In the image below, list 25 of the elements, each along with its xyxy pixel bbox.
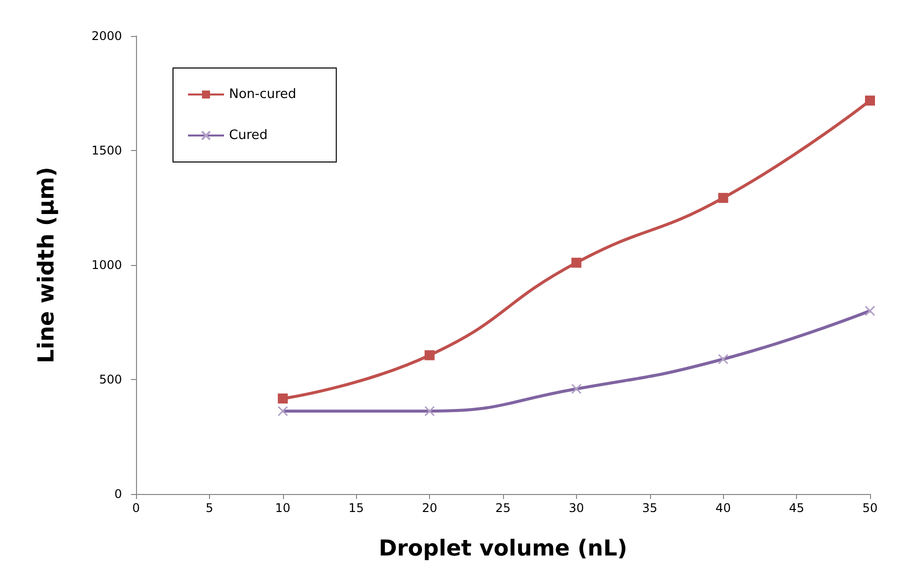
x-tick-label: 10 (275, 501, 290, 515)
point (571, 258, 582, 268)
x-tick-label: 20 (422, 501, 438, 515)
x-tick-label: 0 (132, 501, 140, 515)
x-tick-label: 5 (206, 501, 214, 515)
x-tick-label: 25 (495, 501, 511, 515)
y-tick-label: 1000 (91, 258, 122, 272)
y-tick-label: 1500 (91, 144, 122, 158)
x-tick-label: 15 (348, 501, 364, 515)
y-tick-label: 0 (114, 487, 122, 501)
point (865, 96, 875, 106)
point (278, 394, 288, 404)
y-tick-label: 2000 (91, 29, 122, 43)
legend-label: Cured (229, 128, 268, 143)
x-tick-label: 35 (642, 501, 658, 515)
x-axis-title: Droplet volume (nL) (378, 536, 628, 562)
x-tick-label: 50 (862, 501, 878, 515)
y-axis-title: Line width (µm) (34, 166, 60, 364)
y-tick-label: 500 (99, 372, 122, 386)
legend-label: Non-cured (229, 87, 296, 102)
x-tick-label: 30 (568, 501, 584, 515)
x-tick-label: 40 (716, 501, 731, 515)
x-tick-label: 45 (788, 501, 804, 515)
point (718, 192, 728, 203)
point (424, 350, 435, 360)
